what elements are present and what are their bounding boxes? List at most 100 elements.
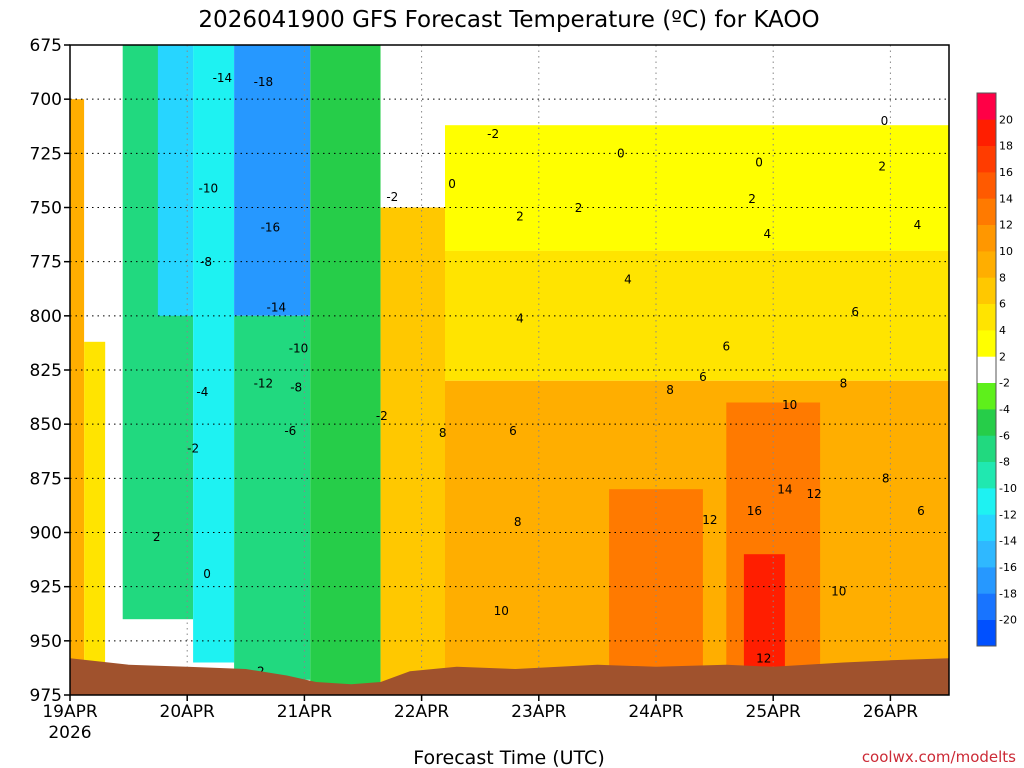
contour-label-11: -2 xyxy=(187,441,199,455)
contour-label-25: 2 xyxy=(878,160,886,174)
contour-label-0: -14 xyxy=(213,71,233,85)
source-credit: coolwx.com/modelts xyxy=(862,748,1016,766)
contour-label-28: 4 xyxy=(914,218,922,232)
contour-label-16: 0 xyxy=(755,155,763,169)
colorbar-label-14: 10 xyxy=(999,245,1013,258)
colorbar-swatch-2 xyxy=(977,567,996,594)
contour-label-41: 10 xyxy=(831,584,846,598)
contour-band-6 xyxy=(234,45,311,316)
y-tick-label-10: 925 xyxy=(30,578,62,598)
contour-label-33: 6 xyxy=(509,424,517,438)
colorbar-label-9: -2 xyxy=(999,377,1010,390)
contour-label-14: -2 xyxy=(487,127,499,141)
x-tick-label-4: 23APR xyxy=(511,702,567,722)
colorbar-label-3: -14 xyxy=(999,535,1017,548)
contour-band-10 xyxy=(380,207,446,685)
contour-label-40: 10 xyxy=(494,604,509,618)
colorbar-legend: -20 -18 -16 -14 -12 -10 -8 -6 -4 -2 2 4 6 8 10 12 14 16 18… xyxy=(976,92,1017,647)
contour-label-7: -12 xyxy=(254,376,274,390)
contour-label-30: 6 xyxy=(699,370,707,384)
contour-label-3: -16 xyxy=(261,220,281,234)
x-tick-label-6: 25APR xyxy=(746,702,802,722)
colorbar-label-4: -12 xyxy=(999,508,1017,521)
colorbar-label-7: -6 xyxy=(999,429,1010,442)
contour-label-34: 8 xyxy=(666,383,674,397)
contour-band-7 xyxy=(234,315,311,680)
colorbar-label-16: 14 xyxy=(999,192,1013,205)
contour-label-31: 6 xyxy=(722,340,730,354)
contour-labels: -14 -18 -10 -16 -8 -14 -10 -12 -4 -8 -6 -2 -2 -2 -2 0 0 0… xyxy=(153,71,925,679)
contour-label-9: -8 xyxy=(290,381,302,395)
contour-band-2 xyxy=(105,424,123,667)
contour-label-22: 2 xyxy=(516,210,524,224)
contour-band-4 xyxy=(157,45,194,316)
contour-label-1: -18 xyxy=(254,75,274,89)
contour-label-46: 16 xyxy=(747,504,762,518)
y-tick-label-3: 750 xyxy=(30,199,62,219)
contour-label-29: 4 xyxy=(516,311,524,325)
plot-area: -14 -18 -10 -16 -8 -14 -10 -12 -4 -8 -6 -2 -2 -2 -2 0 0 0… xyxy=(69,44,950,696)
colorbar-label-18: 18 xyxy=(999,140,1013,153)
colorbar-frame xyxy=(976,92,997,647)
x-axis-year-label: 2026 xyxy=(48,723,91,743)
colorbar-swatch-19 xyxy=(977,119,996,146)
contour-label-8: -4 xyxy=(196,385,208,399)
contour-label-43: 12 xyxy=(807,487,822,501)
x-tick-label-1: 20APR xyxy=(160,702,216,722)
contour-label-45: 14 xyxy=(777,483,792,497)
contour-label-19: 0 xyxy=(203,567,211,581)
colorbar-swatch-12 xyxy=(977,303,996,331)
colorbar-label-10: 2 xyxy=(999,350,1006,363)
y-axis: 675 700 725 750 775 800 825 850 875 900 925 950 975 xyxy=(30,36,70,706)
y-tick-label-12: 975 xyxy=(30,686,62,706)
contour-label-35: 8 xyxy=(840,376,848,390)
contour-label-20: 2 xyxy=(153,530,161,544)
x-tick-label-0: 19APR xyxy=(42,702,98,722)
colorbar-swatch-18 xyxy=(977,145,996,173)
y-tick-label-11: 950 xyxy=(30,632,62,652)
y-tick-label-8: 875 xyxy=(30,469,62,489)
contour-label-17: 0 xyxy=(881,114,889,128)
colorbar-label-15: 12 xyxy=(999,219,1013,232)
contour-label-44: 12 xyxy=(756,652,771,666)
colorbar-swatch-15 xyxy=(977,224,996,252)
colorbar-swatch-9 xyxy=(977,382,996,410)
colorbar-swatch-20 xyxy=(977,93,996,120)
chart-title: 2026041900 GFS Forecast Temperature (ºC)… xyxy=(198,7,819,33)
y-tick-label-0: 675 xyxy=(30,36,62,56)
colorbar-label-17: 16 xyxy=(999,166,1013,179)
contour-label-12: -2 xyxy=(376,409,388,423)
colorbar-swatch-4 xyxy=(977,514,996,541)
contour-label-15: 0 xyxy=(617,147,625,161)
contour-label-38: 8 xyxy=(514,515,522,529)
contour-label-26: 4 xyxy=(624,272,632,286)
colorbar-swatch-16 xyxy=(977,198,996,225)
contour-field xyxy=(70,45,949,689)
terrain-surface xyxy=(70,658,949,695)
colorbar-swatch-1 xyxy=(977,593,996,620)
contour-band-9 xyxy=(380,45,446,208)
contour-band-8 xyxy=(310,45,381,689)
y-tick-label-6: 825 xyxy=(30,361,62,381)
contour-label-6: -10 xyxy=(289,342,309,356)
colorbar-swatch-17 xyxy=(977,172,996,199)
y-tick-label-1: 700 xyxy=(30,90,62,110)
contour-label-36: 8 xyxy=(882,472,890,486)
contour-label-5: -14 xyxy=(266,301,286,315)
colorbar-swatch-0 xyxy=(977,619,996,647)
contour-label-13: -2 xyxy=(386,190,398,204)
colorbar-label-13: 8 xyxy=(999,271,1006,284)
contour-label-42: 12 xyxy=(702,513,717,527)
y-tick-label-4: 775 xyxy=(30,253,62,273)
contour-label-27: 4 xyxy=(763,227,771,241)
colorbar-swatch-7 xyxy=(977,435,996,462)
colorbar-swatch-13 xyxy=(977,277,996,304)
colorbar-label-5: -10 xyxy=(999,482,1017,495)
x-axis: 19APR 20APR 21APR 22APR 23APR 24APR 25APR 26APR xyxy=(42,695,918,722)
contour-label-2: -10 xyxy=(198,181,218,195)
contour-label-37: 8 xyxy=(439,426,447,440)
contour-label-39: 10 xyxy=(782,398,797,412)
x-tick-label-7: 26APR xyxy=(863,702,919,722)
colorbar-label-0: -20 xyxy=(999,614,1017,627)
colorbar-label-2: -16 xyxy=(999,561,1017,574)
